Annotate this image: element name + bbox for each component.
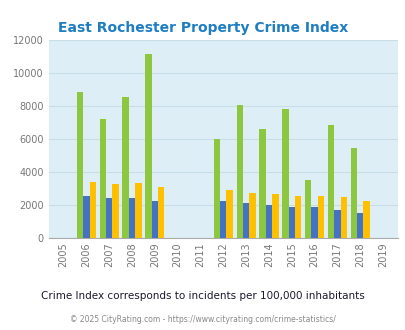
Bar: [362, 201, 369, 238]
Bar: [220, 201, 226, 238]
Text: Crime Index corresponds to incidents per 100,000 inhabitants: Crime Index corresponds to incidents per…: [41, 291, 364, 301]
Bar: [112, 184, 119, 238]
Bar: [213, 139, 220, 238]
Bar: [259, 129, 265, 238]
Bar: [327, 125, 333, 238]
Bar: [158, 187, 164, 238]
Bar: [356, 213, 362, 238]
Text: © 2025 CityRating.com - https://www.cityrating.com/crime-statistics/: © 2025 CityRating.com - https://www.city…: [70, 315, 335, 324]
Bar: [90, 182, 96, 238]
Bar: [304, 180, 311, 238]
Bar: [317, 196, 323, 238]
Bar: [226, 190, 232, 238]
Bar: [83, 196, 90, 238]
Bar: [77, 92, 83, 238]
Bar: [236, 105, 242, 238]
Bar: [122, 97, 128, 238]
Bar: [242, 203, 249, 238]
Bar: [340, 197, 346, 238]
Bar: [249, 193, 255, 238]
Bar: [333, 211, 340, 238]
Bar: [281, 109, 288, 238]
Bar: [99, 119, 106, 238]
Bar: [128, 198, 135, 238]
Bar: [135, 183, 141, 238]
Bar: [265, 205, 271, 238]
Bar: [311, 207, 317, 238]
Bar: [151, 201, 158, 238]
Bar: [145, 54, 151, 238]
Bar: [294, 196, 301, 238]
Bar: [288, 207, 294, 238]
Bar: [350, 148, 356, 238]
Text: East Rochester Property Crime Index: East Rochester Property Crime Index: [58, 21, 347, 35]
Bar: [271, 194, 278, 238]
Bar: [106, 198, 112, 238]
